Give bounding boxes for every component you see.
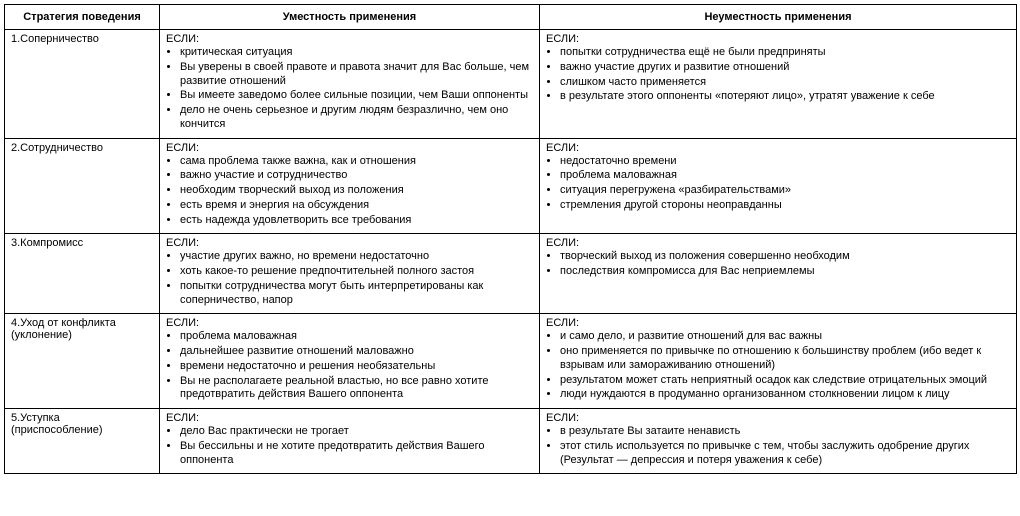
list-item: важно участие других и развитие отношени… bbox=[560, 61, 1010, 76]
appropriate-list: дело Вас практически не трогаетВы бессил… bbox=[166, 425, 533, 468]
strategy-label: 1.Соперничество bbox=[11, 33, 99, 45]
inappropriate-list: творческий выход из положения совершенно… bbox=[546, 250, 1010, 280]
list-item: необходим творческий выход из положения bbox=[180, 184, 533, 199]
inappropriate-list: попытки сотрудничества ещё не были предп… bbox=[546, 46, 1010, 105]
inappropriate-list: недостаточно временипроблема маловажнаяс… bbox=[546, 155, 1010, 214]
list-item: хоть какое-то решение предпочтительней п… bbox=[180, 265, 533, 280]
appropriate-list: участие других важно, но времени недоста… bbox=[166, 250, 533, 308]
lead-label: ЕСЛИ: bbox=[166, 237, 533, 249]
appropriate-cell: ЕСЛИ:сама проблема также важна, как и от… bbox=[160, 138, 540, 234]
list-item: Вы имеете заведомо более сильные позиции… bbox=[180, 89, 533, 104]
list-item: Вы не располагаете реальной властью, но … bbox=[180, 375, 533, 404]
strategy-cell: 5.Уступка (приспособление) bbox=[5, 409, 160, 474]
lead-label: ЕСЛИ: bbox=[166, 317, 533, 329]
strategy-label: 3.Компромисс bbox=[11, 237, 83, 249]
appropriate-cell: ЕСЛИ:проблема маловажнаядальнейшее разви… bbox=[160, 314, 540, 409]
lead-label: ЕСЛИ: bbox=[546, 237, 1010, 249]
appropriate-list: проблема маловажнаядальнейшее развитие о… bbox=[166, 330, 533, 403]
lead-label: ЕСЛИ: bbox=[166, 142, 533, 154]
lead-label: ЕСЛИ: bbox=[546, 317, 1010, 329]
list-item: результатом может стать неприятный осадо… bbox=[560, 374, 1010, 389]
list-item: слишком часто применяется bbox=[560, 76, 1010, 91]
table-row: 1.СоперничествоЕСЛИ:критическая ситуация… bbox=[5, 30, 1017, 139]
lead-label: ЕСЛИ: bbox=[166, 33, 533, 45]
list-item: времени недостаточно и решения необязате… bbox=[180, 360, 533, 375]
strategy-label: 2.Сотрудничество bbox=[11, 142, 103, 154]
list-item: попытки сотрудничества могут быть интерп… bbox=[180, 280, 533, 309]
inappropriate-cell: ЕСЛИ:недостаточно временипроблема малова… bbox=[540, 138, 1017, 234]
table-row: 2.СотрудничествоЕСЛИ:сама проблема также… bbox=[5, 138, 1017, 234]
inappropriate-cell: ЕСЛИ:творческий выход из положения совер… bbox=[540, 234, 1017, 314]
list-item: есть время и энергия на обсуждения bbox=[180, 199, 533, 214]
list-item: сама проблема также важна, как и отношен… bbox=[180, 155, 533, 170]
lead-label: ЕСЛИ: bbox=[166, 412, 533, 424]
table-row: 5.Уступка (приспособление)ЕСЛИ:дело Вас … bbox=[5, 409, 1017, 474]
list-item: проблема маловажная bbox=[180, 330, 533, 345]
strategy-cell: 2.Сотрудничество bbox=[5, 138, 160, 234]
table-row: 4.Уход от конфликта (уклонение)ЕСЛИ:проб… bbox=[5, 314, 1017, 409]
list-item: этот стиль используется по привычке с те… bbox=[560, 440, 1010, 469]
list-item: участие других важно, но времени недоста… bbox=[180, 250, 533, 265]
strategy-cell: 3.Компромисс bbox=[5, 234, 160, 314]
list-item: в результате этого оппоненты «потеряют л… bbox=[560, 90, 1010, 105]
list-item: дальнейшее развитие отношений маловажно bbox=[180, 345, 533, 360]
appropriate-list: сама проблема также важна, как и отношен… bbox=[166, 155, 533, 229]
list-item: критическая ситуация bbox=[180, 46, 533, 61]
lead-label: ЕСЛИ: bbox=[546, 33, 1010, 45]
lead-label: ЕСЛИ: bbox=[546, 412, 1010, 424]
inappropriate-list: и само дело, и развитие отношений для ва… bbox=[546, 330, 1010, 403]
list-item: творческий выход из положения совершенно… bbox=[560, 250, 1010, 265]
strategy-label: 4.Уход от конфликта (уклонение) bbox=[11, 317, 116, 341]
list-item: оно применяется по привычке по отношению… bbox=[560, 345, 1010, 374]
list-item: в результате Вы затаите ненависть bbox=[560, 425, 1010, 440]
list-item: есть надежда удовлетворить все требовани… bbox=[180, 214, 533, 229]
conflict-strategies-table: Стратегия поведения Уместность применени… bbox=[4, 4, 1017, 474]
header-inappropriate: Неуместность применения bbox=[540, 5, 1017, 30]
list-item: последствия компромисса для Вас неприемл… bbox=[560, 265, 1010, 280]
list-item: стремления другой стороны неоправданны bbox=[560, 199, 1010, 214]
inappropriate-cell: ЕСЛИ:и само дело, и развитие отношений д… bbox=[540, 314, 1017, 409]
list-item: дело не очень серьезное и другим людям б… bbox=[180, 104, 533, 133]
list-item: проблема маловажная bbox=[560, 169, 1010, 184]
list-item: и само дело, и развитие отношений для ва… bbox=[560, 330, 1010, 345]
header-row: Стратегия поведения Уместность применени… bbox=[5, 5, 1017, 30]
inappropriate-cell: ЕСЛИ:попытки сотрудничества ещё не были … bbox=[540, 30, 1017, 139]
inappropriate-cell: ЕСЛИ:в результате Вы затаите ненавистьэт… bbox=[540, 409, 1017, 474]
list-item: люди нуждаются в продуманно организованн… bbox=[560, 388, 1010, 403]
strategy-cell: 4.Уход от конфликта (уклонение) bbox=[5, 314, 160, 409]
appropriate-cell: ЕСЛИ:дело Вас практически не трогаетВы б… bbox=[160, 409, 540, 474]
header-appropriate: Уместность применения bbox=[160, 5, 540, 30]
header-strategy: Стратегия поведения bbox=[5, 5, 160, 30]
table-row: 3.КомпромиссЕСЛИ:участие других важно, н… bbox=[5, 234, 1017, 314]
list-item: ситуация перегружена «разбирательствами» bbox=[560, 184, 1010, 199]
appropriate-list: критическая ситуацияВы уверены в своей п… bbox=[166, 46, 533, 133]
list-item: дело Вас практически не трогает bbox=[180, 425, 533, 440]
appropriate-cell: ЕСЛИ:участие других важно, но времени не… bbox=[160, 234, 540, 314]
list-item: Вы бессильны и не хотите предотвратить д… bbox=[180, 440, 533, 469]
strategy-cell: 1.Соперничество bbox=[5, 30, 160, 139]
inappropriate-list: в результате Вы затаите ненавистьэтот ст… bbox=[546, 425, 1010, 468]
list-item: недостаточно времени bbox=[560, 155, 1010, 170]
lead-label: ЕСЛИ: bbox=[546, 142, 1010, 154]
strategy-label: 5.Уступка (приспособление) bbox=[11, 412, 103, 436]
list-item: важно участие и сотрудничество bbox=[180, 169, 533, 184]
list-item: Вы уверены в своей правоте и правота зна… bbox=[180, 61, 533, 90]
list-item: попытки сотрудничества ещё не были предп… bbox=[560, 46, 1010, 61]
appropriate-cell: ЕСЛИ:критическая ситуацияВы уверены в св… bbox=[160, 30, 540, 139]
